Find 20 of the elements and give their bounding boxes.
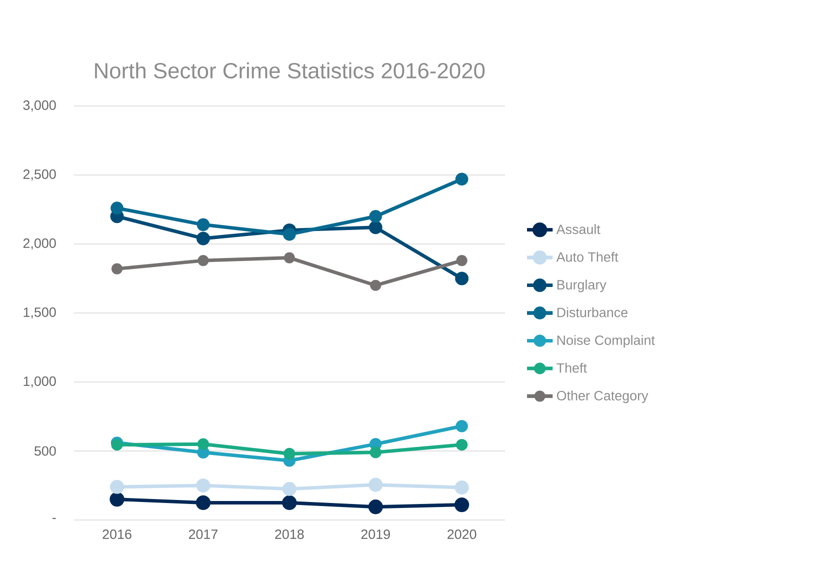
y-tick-label: 2,500	[23, 169, 56, 181]
legend-label: Other Category	[556, 390, 648, 404]
y-tick-label: 2,000	[23, 238, 56, 250]
legend-label: Noise Complaint	[557, 335, 655, 348]
x-tick-label: 2016	[102, 530, 132, 540]
y-tick-label: 1,500	[24, 307, 56, 319]
x-tick-label: 2019	[361, 530, 390, 540]
x-tick-label: 2018	[275, 530, 304, 540]
legend-label: Disturbance	[557, 307, 628, 318]
legend-label: Theft	[556, 362, 587, 373]
x-tick-label: 2017	[188, 530, 218, 540]
y-tick-label: 3,000	[23, 100, 56, 112]
legend-label: Assault	[556, 224, 600, 234]
legend-label: Auto Theft	[556, 252, 618, 262]
y-tick-label: -	[52, 518, 56, 519]
y-tick-label: 500	[34, 446, 56, 456]
x-tick-label: 2020	[448, 530, 476, 540]
y-tick-label: 1,000	[24, 376, 56, 388]
legend-label: Burglary	[557, 280, 606, 292]
chart-title: North Sector Crime Statistics 2016-2020	[95, 62, 485, 78]
